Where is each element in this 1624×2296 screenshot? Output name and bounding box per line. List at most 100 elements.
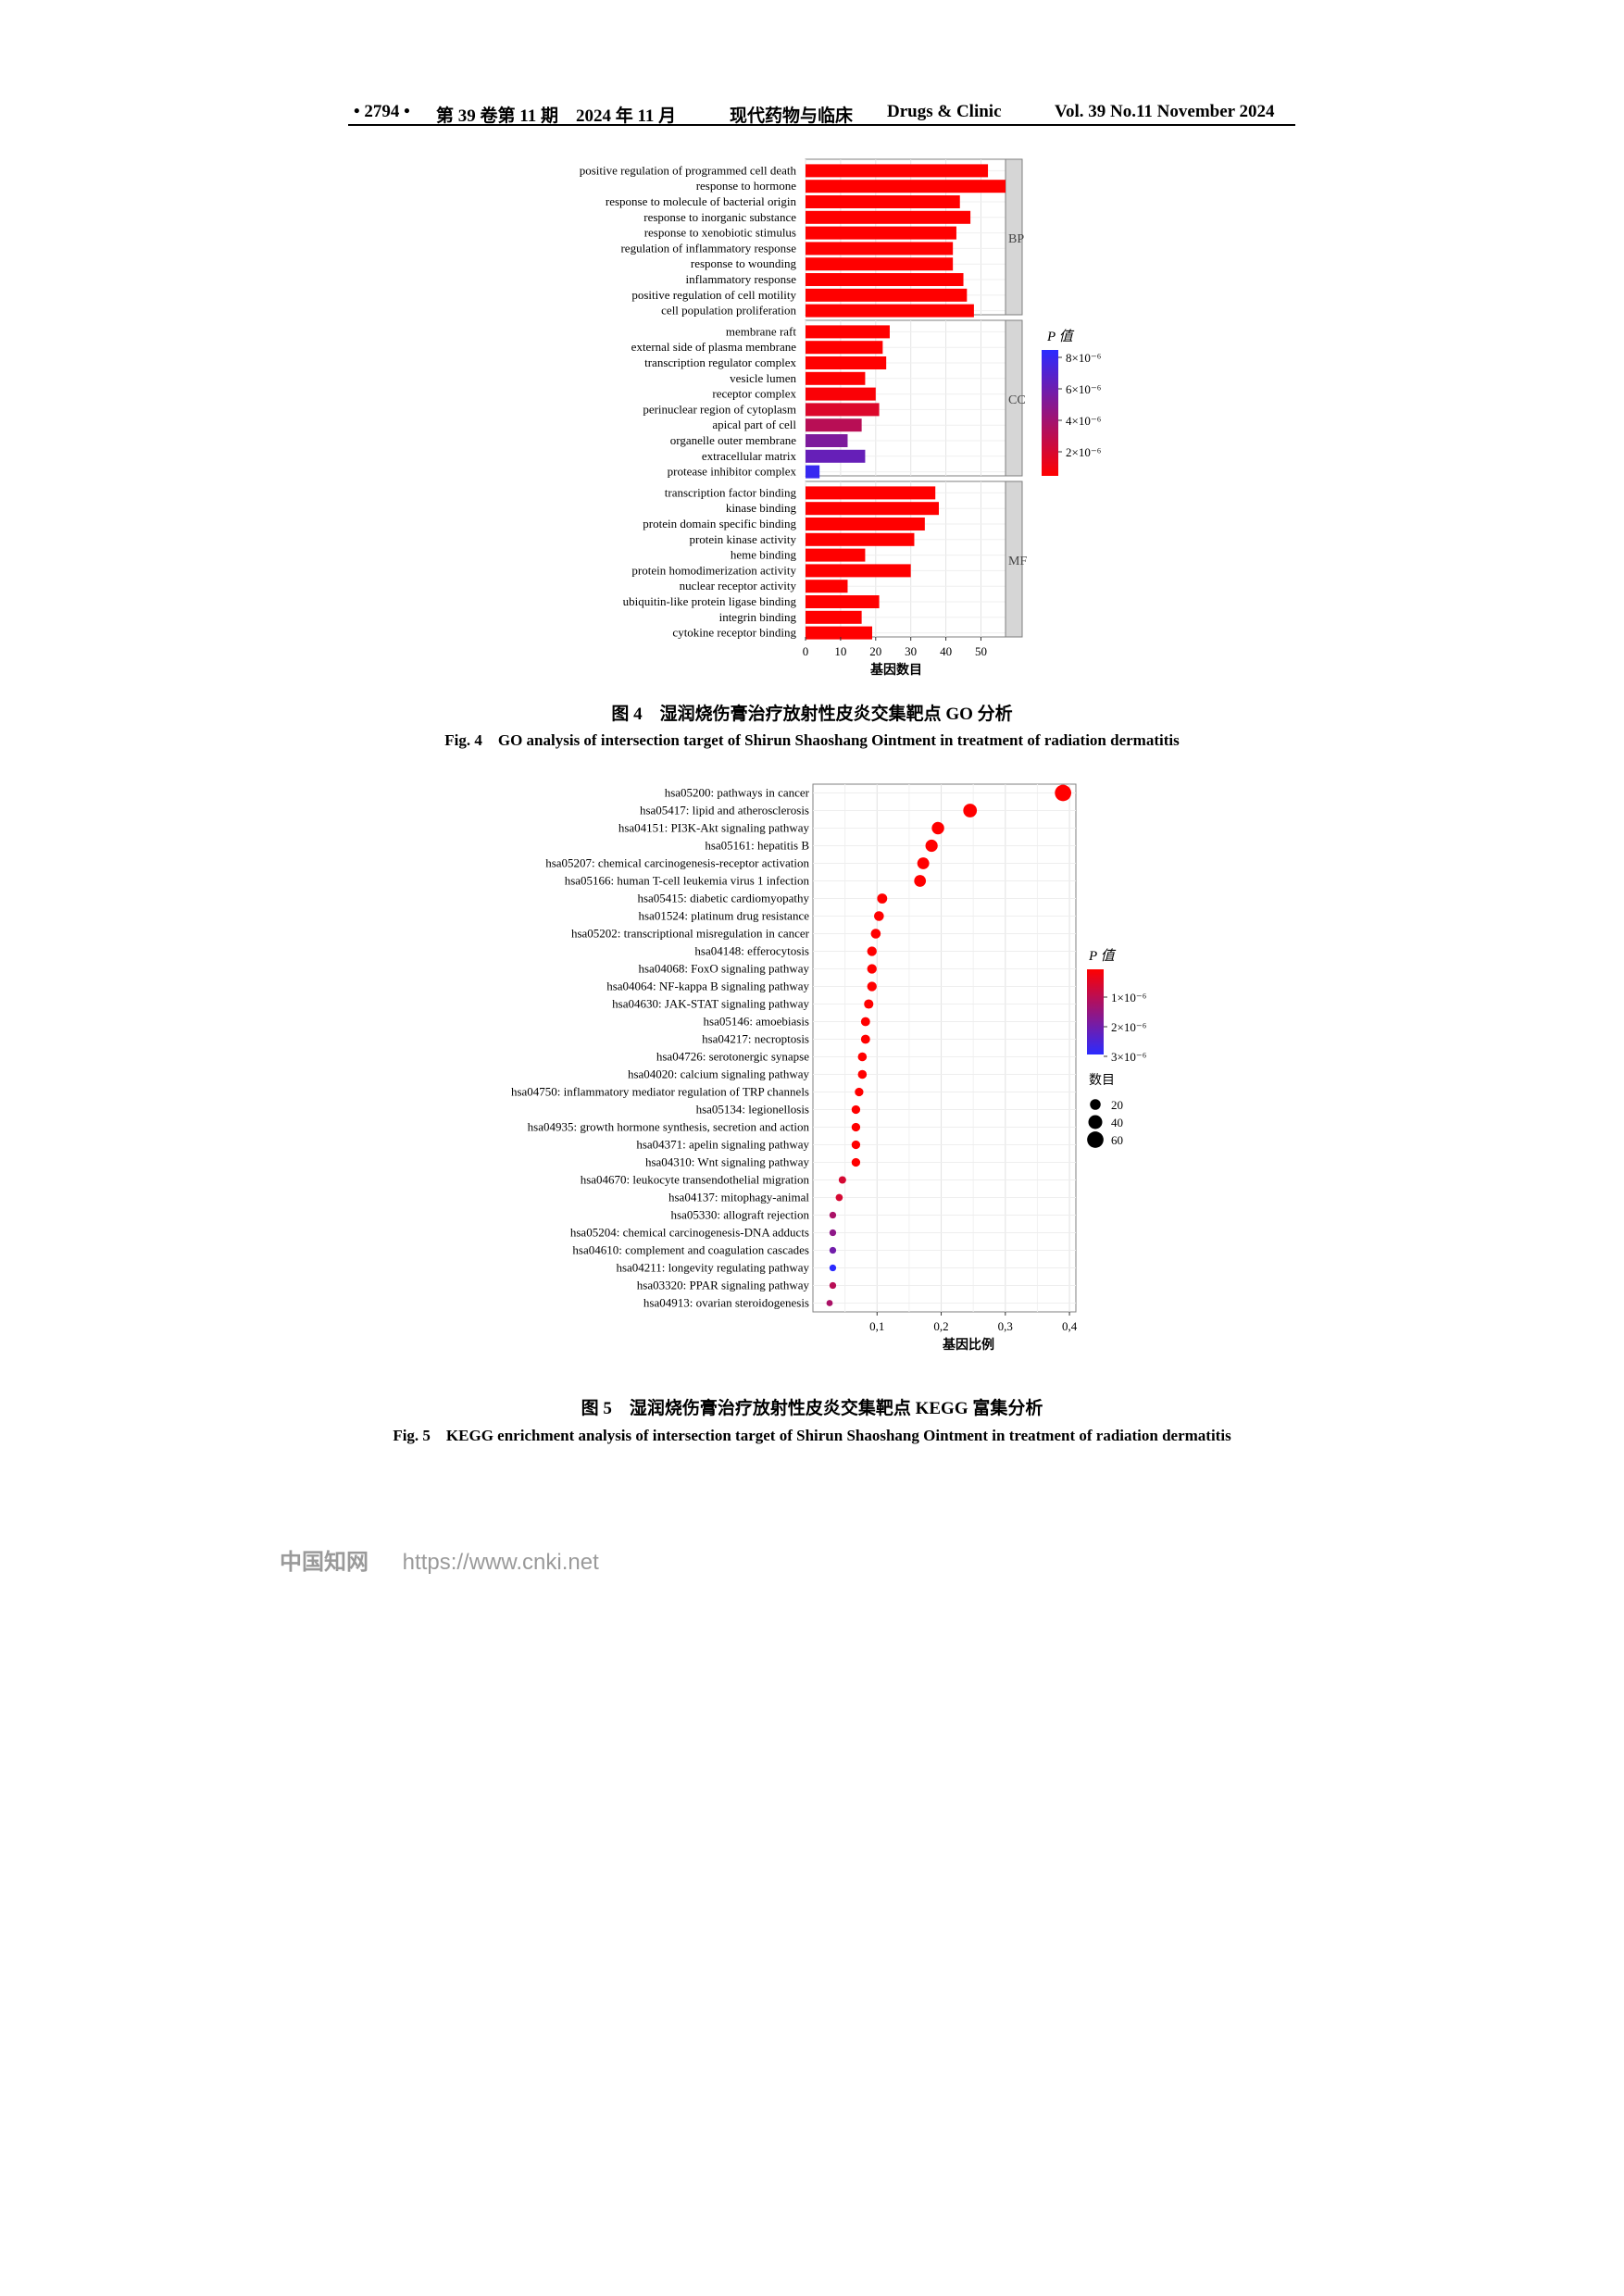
pathway-label: hsa04151: PI3K-Akt signaling pathway: [618, 821, 810, 835]
bubble: [867, 946, 877, 956]
bubble: [877, 893, 888, 904]
legend-size-dot: [1088, 1115, 1103, 1129]
bubble: [870, 929, 881, 939]
pathway-label: hsa04211: longevity regulating pathway: [616, 1261, 809, 1275]
bar: [806, 564, 911, 578]
pathway-label: hsa01524: platinum drug resistance: [639, 909, 810, 923]
footer: 中国知网 https://www.cnki.net: [280, 1543, 599, 1576]
bubble: [860, 1017, 870, 1027]
bubble: [829, 1264, 837, 1272]
facet-label-mf: MF: [1008, 555, 1027, 568]
bar-label: regulation of inflammatory response: [620, 241, 796, 255]
facet-label-bp: BP: [1008, 232, 1024, 246]
legend-tick-label: 6×10⁻⁶: [1066, 382, 1101, 396]
bar: [806, 356, 887, 369]
bubble: [829, 1281, 837, 1290]
bar-label: heme binding: [731, 548, 797, 562]
bubble: [829, 1211, 837, 1219]
pathway-label: hsa05146: amoebiasis: [704, 1015, 809, 1029]
bar: [806, 626, 872, 640]
bar-label: extracellular matrix: [702, 449, 797, 463]
bubble: [829, 1246, 837, 1254]
footer-url: https://www.cnki.net: [402, 1550, 599, 1575]
legend-size-dot: [1090, 1099, 1101, 1110]
bar: [806, 195, 960, 208]
pathway-label: hsa04670: leukocyte transendothelial mig…: [581, 1173, 810, 1187]
bar-label: integrin binding: [719, 610, 797, 624]
bubble: [838, 1176, 846, 1184]
bar: [806, 418, 862, 432]
go-analysis-chart: BP positive regulation of programmed cell…: [580, 158, 1101, 678]
bubble: [860, 1034, 870, 1044]
bubble: [857, 1069, 868, 1079]
figure5-caption-en: Fig. 5 KEGG enrichment analysis of inter…: [393, 1427, 1231, 1444]
bar: [806, 273, 964, 286]
bar-label: nuclear receptor activity: [680, 579, 797, 593]
legend-tick-label: 1×10⁻⁶: [1111, 991, 1146, 1004]
bubble: [931, 821, 944, 835]
pathway-label: hsa04726: serotonergic synapse: [656, 1050, 809, 1064]
header-rule: [348, 124, 1295, 126]
running-header: • 2794 • 第 39 卷第 11 期 2024 年 11 月 现代药物与临…: [348, 98, 1295, 126]
bar-label: protein domain specific binding: [643, 517, 796, 530]
x-tick-label: 0,4: [1062, 1319, 1078, 1333]
bar-label: apical part of cell: [712, 418, 796, 431]
legend-tick-label: 3×10⁻⁶: [1111, 1050, 1146, 1064]
footer-brand: 中国知网: [280, 1550, 369, 1575]
bar-label: positive regulation of programmed cell d…: [580, 163, 797, 177]
bar: [806, 610, 862, 624]
pathway-label: hsa05166: human T-cell leukemia virus 1 …: [565, 874, 810, 888]
bar-label: protease inhibitor complex: [668, 465, 797, 479]
pathway-label: hsa04935: growth hormone synthesis, secr…: [528, 1120, 810, 1134]
bar-label: cytokine receptor binding: [672, 626, 796, 640]
pathway-label: hsa05200: pathways in cancer: [665, 786, 810, 800]
pathway-label: hsa05161: hepatitis B: [705, 839, 809, 853]
x-tick-label: 40: [940, 644, 952, 658]
bar: [806, 257, 954, 271]
x-tick-label: 0,1: [869, 1319, 884, 1333]
legend-colorbar: [1087, 969, 1104, 1054]
pathway-label: hsa04064: NF-kappa B signaling pathway: [606, 980, 809, 993]
pathway-label: hsa04148: efferocytosis: [694, 944, 809, 958]
bubble: [864, 999, 874, 1009]
bar-label: perinuclear region of cytoplasm: [643, 402, 796, 416]
pathway-label: hsa04750: inflammatory mediator regulati…: [511, 1085, 809, 1099]
pathway-label: hsa05415: diabetic cardiomyopathy: [637, 892, 809, 905]
journal-title-en: Drugs & Clinic: [887, 102, 1002, 121]
bar: [806, 580, 848, 593]
bar-label: protein homodimerization activity: [631, 563, 796, 577]
bubble: [829, 1229, 837, 1237]
bar: [806, 387, 876, 401]
bar-label: cell population proliferation: [661, 304, 796, 318]
bubble: [867, 964, 877, 974]
bubble: [835, 1193, 843, 1202]
bubble: [851, 1104, 861, 1115]
legend-tick-label: 2×10⁻⁶: [1066, 445, 1101, 459]
pathway-label: hsa05417: lipid and atherosclerosis: [640, 804, 809, 817]
bar: [806, 518, 925, 530]
facet-label-cc: CC: [1008, 393, 1026, 407]
facet-strip-mf: [1005, 480, 1023, 638]
bubble: [851, 1140, 861, 1150]
x-tick-label: 0,2: [933, 1319, 948, 1333]
bar-label: inflammatory response: [686, 272, 797, 286]
bar-label: receptor complex: [712, 387, 796, 401]
legend-size-label: 20: [1111, 1098, 1123, 1112]
bubble: [867, 981, 877, 992]
bar: [806, 449, 866, 463]
bar: [806, 486, 936, 500]
bar-label: transcription regulator complex: [644, 356, 796, 369]
bubble: [917, 857, 930, 869]
bar: [806, 403, 880, 417]
facet-strip-bp: [1005, 158, 1023, 316]
bar-label: vesicle lumen: [730, 371, 796, 385]
x-tick-label: 0,3: [998, 1319, 1013, 1333]
legend-title: P 值: [1046, 329, 1075, 344]
bar: [806, 371, 866, 385]
pathway-label: hsa04217: necroptosis: [702, 1032, 809, 1046]
bar: [806, 502, 939, 516]
bar: [806, 210, 971, 224]
pathway-label: hsa05204: chemical carcinogenesis-DNA ad…: [570, 1226, 809, 1240]
bar-label: response to wounding: [691, 256, 797, 270]
bar: [806, 226, 956, 240]
